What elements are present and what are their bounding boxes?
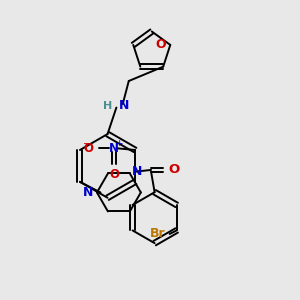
Text: N: N: [132, 165, 142, 178]
Text: N: N: [83, 186, 93, 199]
Text: O: O: [168, 164, 180, 176]
Text: H: H: [103, 101, 112, 111]
Text: N: N: [109, 142, 119, 155]
Text: +: +: [116, 139, 123, 148]
Text: O: O: [84, 142, 94, 155]
Text: −: −: [82, 139, 91, 149]
Text: Br: Br: [150, 227, 165, 241]
Text: O: O: [109, 168, 119, 181]
Text: N: N: [119, 99, 130, 112]
Text: O: O: [155, 38, 166, 51]
